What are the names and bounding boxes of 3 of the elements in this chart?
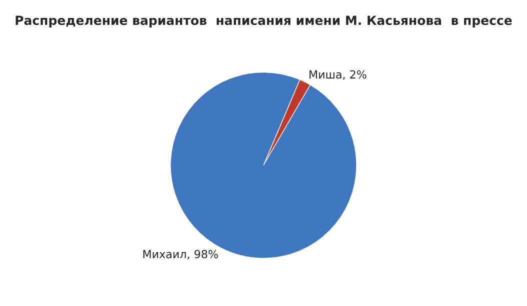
slice-label: Миша, 2% (310, 70, 366, 80)
slice-label: Михаил, 98% (143, 250, 218, 260)
chart-title: Распределение вариантов написания имени М. Касьянова в прессе (16, 16, 512, 28)
